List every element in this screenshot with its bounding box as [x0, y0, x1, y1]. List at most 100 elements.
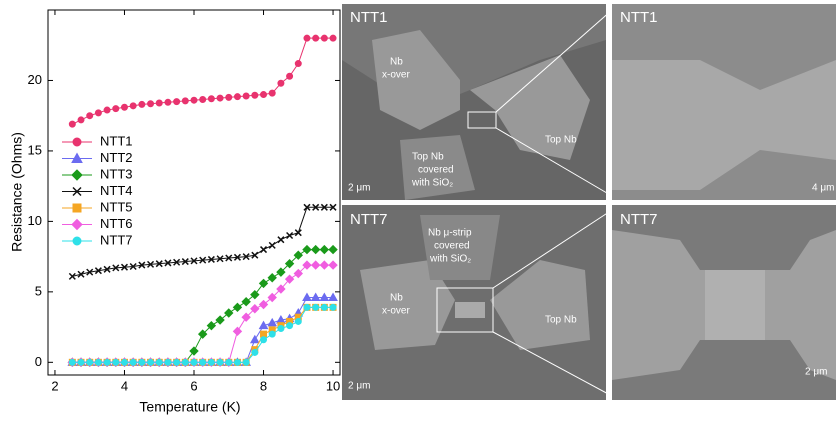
- marker: [217, 95, 223, 101]
- marker: [113, 106, 119, 112]
- marker: [182, 359, 188, 365]
- marker: [251, 336, 259, 343]
- marker: [87, 359, 93, 365]
- scale-bar: 2 μm: [348, 183, 370, 194]
- marker: [121, 104, 127, 110]
- marker: [320, 261, 328, 269]
- marker: [233, 303, 241, 311]
- marker: [156, 100, 162, 106]
- marker: [313, 304, 319, 310]
- panel-label: with SiO₂: [429, 254, 471, 265]
- marker: [252, 92, 258, 98]
- y-axis-label: Resistance (Ohms): [9, 132, 25, 252]
- marker: [190, 347, 198, 355]
- marker: [312, 261, 320, 269]
- marker: [148, 359, 154, 365]
- marker: [260, 279, 268, 287]
- marker: [130, 359, 136, 365]
- marker: [295, 318, 301, 324]
- marker: [78, 359, 84, 365]
- sem-panels: NTT1 Nb x-over Top Nb covered with SiO₂ …: [342, 4, 836, 400]
- legend-label: NTT5: [100, 199, 133, 214]
- marker: [329, 246, 337, 254]
- marker: [243, 359, 249, 365]
- figure: NTT1 Nb x-over Top Nb covered with SiO₂ …: [0, 0, 838, 418]
- marker: [304, 35, 310, 41]
- marker: [156, 359, 162, 365]
- panel-label: x-over: [382, 70, 410, 81]
- marker: [234, 94, 240, 100]
- marker: [278, 80, 284, 86]
- marker: [304, 304, 310, 310]
- marker: [269, 90, 275, 96]
- x-tick-label: 4: [121, 378, 128, 393]
- series-line: [72, 265, 333, 362]
- marker: [233, 327, 241, 335]
- panel-label: Top Nb: [412, 152, 444, 163]
- panel-label: Nb: [390, 293, 403, 304]
- y-tick-label: 20: [28, 72, 42, 87]
- marker: [174, 359, 180, 365]
- marker: [330, 304, 336, 310]
- legend-label: NTT4: [100, 183, 133, 198]
- marker: [313, 35, 319, 41]
- marker: [243, 93, 249, 99]
- y-tick-label: 15: [28, 142, 42, 157]
- series-line: [72, 250, 333, 363]
- marker: [261, 337, 267, 343]
- marker: [165, 359, 171, 365]
- marker: [226, 359, 232, 365]
- panel-title: NTT7: [350, 211, 388, 228]
- marker: [321, 35, 327, 41]
- panel-label: Nb: [390, 57, 403, 68]
- panel-title: NTT1: [350, 9, 388, 26]
- marker: [226, 94, 232, 100]
- marker: [208, 96, 214, 102]
- series-line: [72, 38, 333, 124]
- marker: [261, 331, 267, 337]
- marker: [330, 35, 336, 41]
- panel-label: covered: [434, 241, 470, 252]
- legend-label: NTT3: [100, 166, 133, 181]
- marker: [95, 110, 101, 116]
- marker: [78, 117, 84, 123]
- legend-marker: [73, 204, 81, 212]
- marker: [261, 92, 267, 98]
- y-tick-label: 10: [28, 213, 42, 228]
- marker: [174, 99, 180, 105]
- panel-label: Nb μ-strip: [428, 228, 472, 239]
- legend-label: NTT1: [100, 133, 133, 148]
- marker: [252, 349, 258, 355]
- marker: [261, 247, 267, 253]
- marker: [165, 99, 171, 105]
- marker: [269, 242, 275, 248]
- x-tick-label: 10: [326, 378, 340, 393]
- legend-marker: [73, 237, 81, 245]
- marker: [87, 113, 93, 119]
- legend-label: NTT7: [100, 232, 133, 247]
- marker: [121, 359, 127, 365]
- marker: [113, 359, 119, 365]
- sem-shape: [455, 302, 485, 318]
- marker: [329, 261, 337, 269]
- marker: [287, 232, 293, 238]
- marker: [303, 246, 311, 254]
- panel-label: covered: [418, 165, 454, 176]
- marker: [312, 246, 320, 254]
- marker: [269, 331, 275, 337]
- panel-label: with SiO₂: [411, 178, 453, 189]
- x-axis-label: Temperature (K): [139, 399, 240, 415]
- marker: [139, 101, 145, 107]
- x-tick-label: 6: [190, 378, 197, 393]
- legend-marker: [72, 220, 82, 230]
- marker: [95, 359, 101, 365]
- marker: [295, 61, 301, 67]
- marker: [69, 121, 75, 127]
- marker: [278, 237, 284, 243]
- marker: [191, 359, 197, 365]
- legend-marker: [72, 170, 82, 180]
- marker: [208, 359, 214, 365]
- marker: [234, 359, 240, 365]
- marker: [139, 359, 145, 365]
- marker: [148, 101, 154, 107]
